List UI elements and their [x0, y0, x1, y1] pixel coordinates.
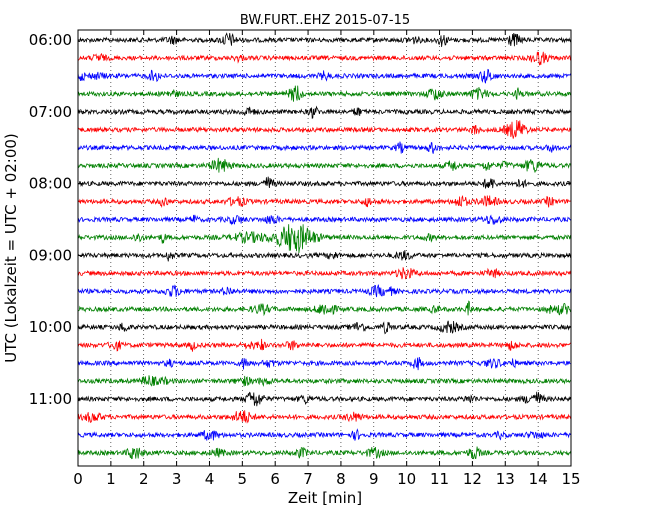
seismic-trace: [77, 141, 572, 154]
y-tick-label: 07:00: [29, 103, 72, 121]
x-tick-label: 9: [369, 470, 379, 488]
x-tick-label: 13: [496, 470, 515, 488]
x-tick-label: 7: [303, 470, 313, 488]
seismic-trace: [77, 119, 572, 139]
seismic-trace: [77, 68, 572, 84]
seismic-trace: [77, 410, 572, 424]
axis-ticks: 0 1 2 3 4 5 6 7 8 9 10 11 12 13 14 1506:0007:0008:0009:…: [29, 30, 581, 488]
y-tick-label: 08:00: [29, 175, 72, 193]
x-tick-label: 6: [270, 470, 280, 488]
seismic-trace: [77, 105, 572, 119]
seismic-trace: [77, 176, 572, 189]
x-tick-label: 10: [397, 470, 416, 488]
seismic-trace: [77, 338, 572, 352]
x-tick-label: 15: [561, 470, 580, 488]
x-tick-label: 8: [336, 470, 346, 488]
y-tick-label: 06:00: [29, 31, 72, 49]
y-tick-label: 10:00: [29, 318, 72, 336]
seismic-trace: [78, 224, 572, 254]
seismic-trace: [77, 391, 572, 407]
y-axis-label: UTC (Lokalzeit = UTC + 02:00): [2, 133, 20, 363]
x-tick-label: 11: [430, 470, 449, 488]
seismic-trace: [77, 357, 572, 371]
seismic-trace: [77, 375, 572, 388]
y-tick-label: 11:00: [29, 390, 72, 408]
seismic-trace: [77, 428, 571, 441]
x-tick-label: 1: [106, 470, 116, 488]
seismic-trace: [77, 446, 572, 460]
x-tick-label: 5: [238, 470, 248, 488]
y-tick-label: 09:00: [29, 246, 72, 264]
seismic-trace: [77, 267, 572, 280]
seismic-trace: [77, 214, 572, 226]
trace-group: [77, 32, 572, 460]
seismic-trace: [77, 51, 572, 66]
plot-area-frame: [77, 29, 572, 467]
x-tick-label: 4: [205, 470, 215, 488]
x-tick-label: 3: [172, 470, 182, 488]
seismic-trace: [77, 249, 572, 262]
seismic-trace: [77, 157, 572, 173]
seismic-trace: [77, 284, 572, 298]
grid-lines: [110, 30, 539, 466]
x-tick-label: 14: [529, 470, 548, 488]
chart-title: BW.FURT..EHZ 2015-07-15: [240, 13, 410, 28]
x-tick-label: 2: [139, 470, 149, 488]
x-tick-label: 12: [463, 470, 482, 488]
seismic-trace: [77, 300, 572, 317]
seismic-trace: [77, 85, 572, 102]
seismic-trace: [77, 195, 572, 209]
seismic-trace: [77, 32, 572, 47]
x-tick-label: 0: [73, 470, 83, 488]
seismic-trace: [77, 320, 572, 335]
x-axis-label: Zeit [min]: [288, 489, 362, 507]
